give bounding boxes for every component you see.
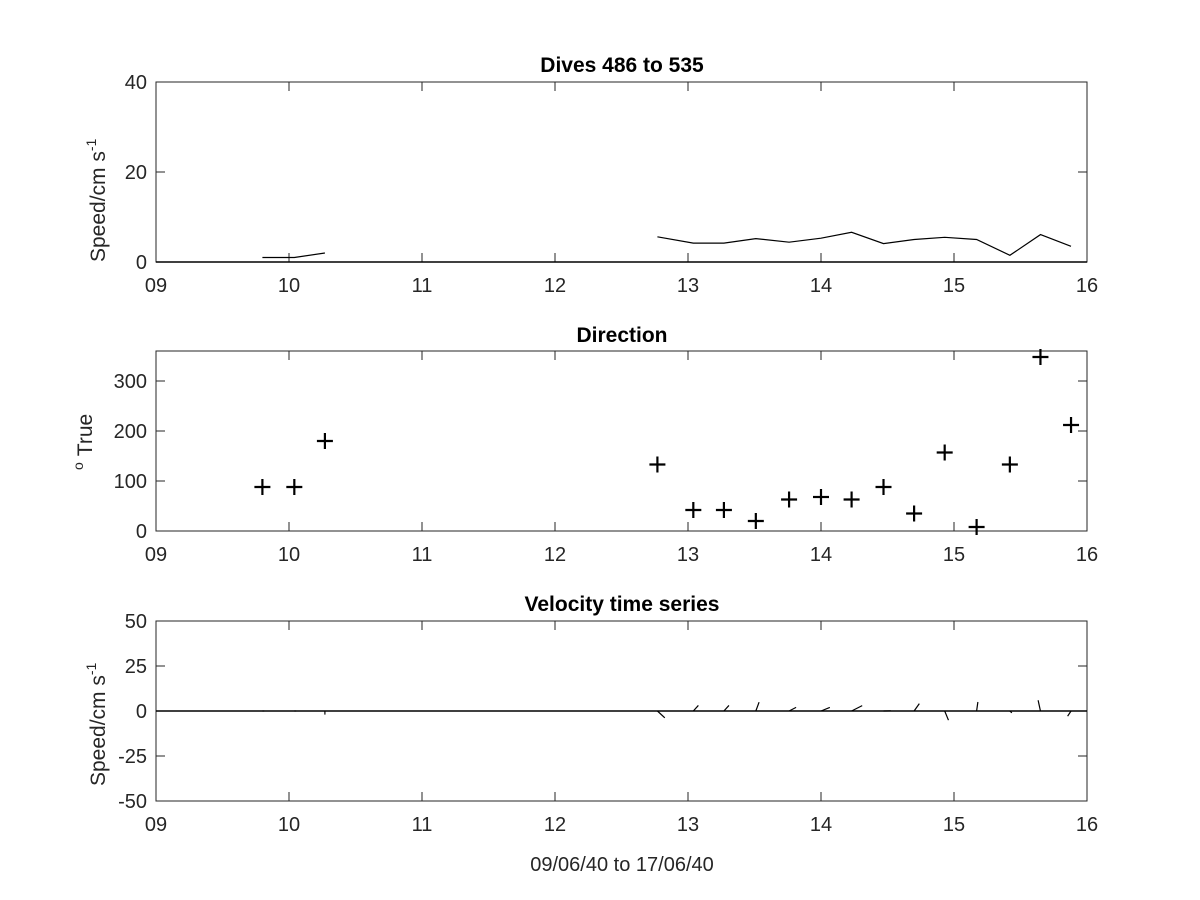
velocity-chart-title: Velocity time series (525, 593, 720, 616)
direction-point (286, 479, 303, 495)
direction-point (1032, 349, 1049, 365)
direction-point (254, 479, 271, 495)
direction-panel: Direction oTrue 09 10 11 12 13 14 15 16 0 100 200 3… (70, 324, 1098, 566)
velocity-stick (657, 710, 666, 719)
direction-point (316, 433, 333, 449)
velocity-stick (976, 701, 979, 712)
velocity-y-tick-label: -50 (118, 791, 147, 813)
direction-point (781, 491, 798, 508)
direction-x-tick-label: 13 (677, 544, 699, 566)
velocity-stick (944, 710, 950, 721)
velocity-x-tick-label: 16 (1076, 814, 1098, 836)
velocity-stick (913, 703, 920, 712)
speed-x-tick-label: 11 (412, 275, 433, 297)
velocity-x-tick-label: 12 (544, 814, 566, 836)
velocity-x-tick-label: 14 (810, 814, 832, 836)
speed-y-axis-label: Speed/cm s-1 (83, 138, 110, 262)
velocity-x-tick-label: 13 (677, 814, 699, 836)
velocity-panel: Velocity time series Speed/cm s-1 09/06/… (83, 593, 1098, 876)
direction-point (843, 491, 860, 508)
direction-point (747, 513, 764, 529)
direction-x-tick-label: 14 (810, 544, 832, 566)
direction-point (875, 479, 892, 495)
speed-series-segment-2 (657, 231, 1072, 256)
velocity-stick (723, 705, 730, 712)
direction-point (685, 502, 702, 518)
direction-point (813, 489, 829, 505)
direction-y-tick-label: 0 (136, 521, 147, 543)
velocity-y-tick-label: 25 (125, 656, 147, 678)
speed-x-tick-label: 15 (943, 275, 965, 297)
velocity-y-tick-label: -25 (118, 746, 147, 768)
direction-point (1063, 417, 1080, 433)
speed-x-tick-label: 16 (1076, 275, 1098, 297)
velocity-stick (1009, 710, 1013, 714)
speed-y-tick-label: 0 (136, 252, 147, 274)
velocity-x-tick-label: 15 (943, 814, 965, 836)
velocity-stick (851, 705, 863, 712)
speed-series-segment-1 (262, 252, 325, 259)
speed-x-tick-label: 13 (677, 275, 699, 297)
velocity-x-tick-label: 10 (278, 814, 300, 836)
speed-chart-title: Dives 486 to 535 (540, 54, 704, 77)
speed-x-tick-label: 12 (544, 275, 566, 297)
direction-point (936, 444, 953, 461)
velocity-stick (788, 706, 797, 712)
direction-y-axis-label: oTrue (70, 414, 97, 470)
velocity-stick (692, 705, 699, 712)
velocity-stick (820, 706, 831, 712)
direction-point (906, 505, 923, 522)
speed-x-tick-label: 10 (278, 275, 300, 297)
direction-x-tick-label: 11 (412, 544, 433, 566)
velocity-x-tick-label: 11 (412, 814, 433, 836)
speed-y-tick-label: 40 (125, 72, 147, 94)
direction-point (968, 519, 985, 535)
direction-y-tick-label: 300 (114, 371, 147, 393)
direction-x-tick-label: 09 (145, 544, 167, 566)
velocity-x-axis-label: 09/06/40 to 17/06/40 (530, 854, 714, 876)
direction-x-tick-label: 12 (544, 544, 566, 566)
velocity-y-tick-label: 0 (136, 701, 147, 723)
speed-x-tick-label: 14 (810, 275, 832, 297)
speed-plot-frame (155, 81, 1088, 263)
direction-y-tick-label: 100 (114, 471, 147, 493)
direction-y-tick-label: 200 (114, 421, 147, 443)
speed-y-tick-label: 20 (125, 162, 147, 184)
direction-point (1001, 456, 1018, 473)
direction-point (715, 502, 732, 518)
velocity-y-tick-label: 50 (125, 611, 147, 633)
direction-x-tick-label: 10 (278, 544, 300, 566)
direction-plot-frame (155, 350, 1088, 532)
velocity-stick (755, 701, 760, 712)
direction-point (649, 456, 666, 473)
direction-x-tick-label: 15 (943, 544, 965, 566)
direction-x-tick-label: 16 (1076, 544, 1098, 566)
velocity-x-tick-label: 09 (145, 814, 167, 836)
direction-chart-title: Direction (576, 324, 667, 347)
speed-panel: Dives 486 to 535 Speed/cm s-1 09 10 11 12 13… (83, 54, 1098, 297)
velocity-stick (1067, 710, 1072, 717)
speed-x-tick-label: 09 (145, 275, 167, 297)
velocity-stick (1037, 700, 1042, 712)
velocity-y-axis-label: Speed/cm s-1 (83, 662, 110, 786)
